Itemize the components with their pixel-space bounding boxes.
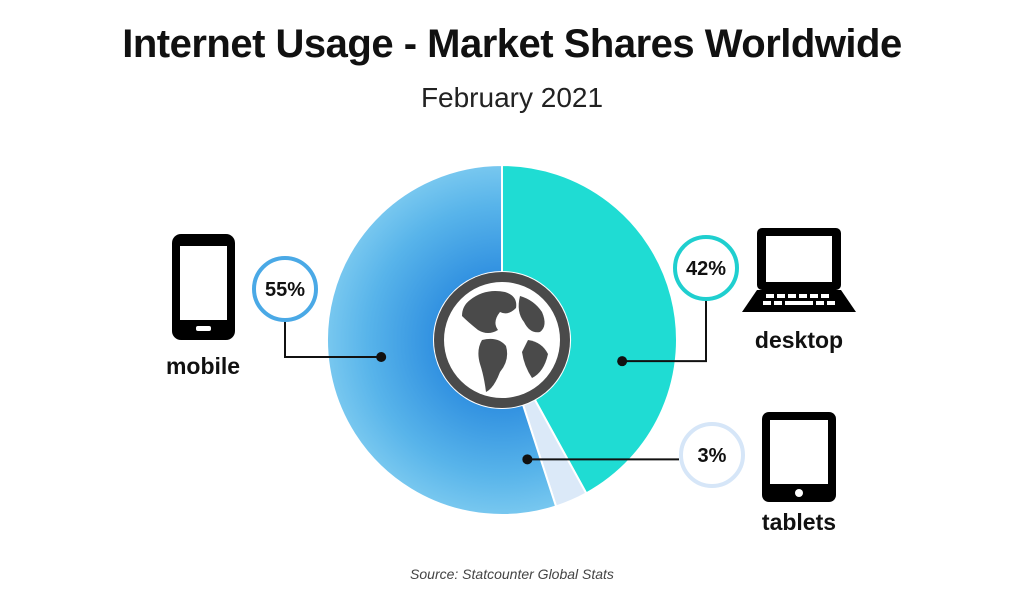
value-ring-mobile [252, 256, 318, 322]
category-label-mobile: mobile [166, 353, 240, 379]
callout-dot-tablets [522, 454, 533, 465]
value-ring-desktop [673, 235, 739, 301]
source-note: Source: Statcounter Global Stats [410, 566, 614, 582]
callout-dot-desktop [617, 356, 628, 367]
laptop-icon [742, 228, 856, 312]
category-label-tablets: tablets [762, 509, 836, 535]
data-label-tablets: 3% [698, 445, 727, 467]
tablet-icon [762, 412, 836, 502]
callout-group: 55% mobile 42% desktop 3% tablets [166, 235, 843, 535]
chart-subtitle: February 2021 [420, 82, 604, 113]
callout-line-desktop [622, 299, 707, 363]
slice-group [326, 163, 679, 516]
data-label-desktop: 42% [686, 258, 726, 280]
data-label-mobile: 55% [265, 279, 305, 301]
category-label-desktop: desktop [755, 327, 843, 353]
chart-title: Internet Usage - Market Shares Worldwide [122, 22, 902, 66]
smartphone-icon [172, 234, 235, 340]
callout-dot-mobile [376, 351, 387, 362]
callout-line-mobile [284, 320, 382, 358]
icon-group [172, 228, 856, 502]
value-ring-tablets [679, 422, 745, 488]
globe-icon [434, 272, 570, 408]
